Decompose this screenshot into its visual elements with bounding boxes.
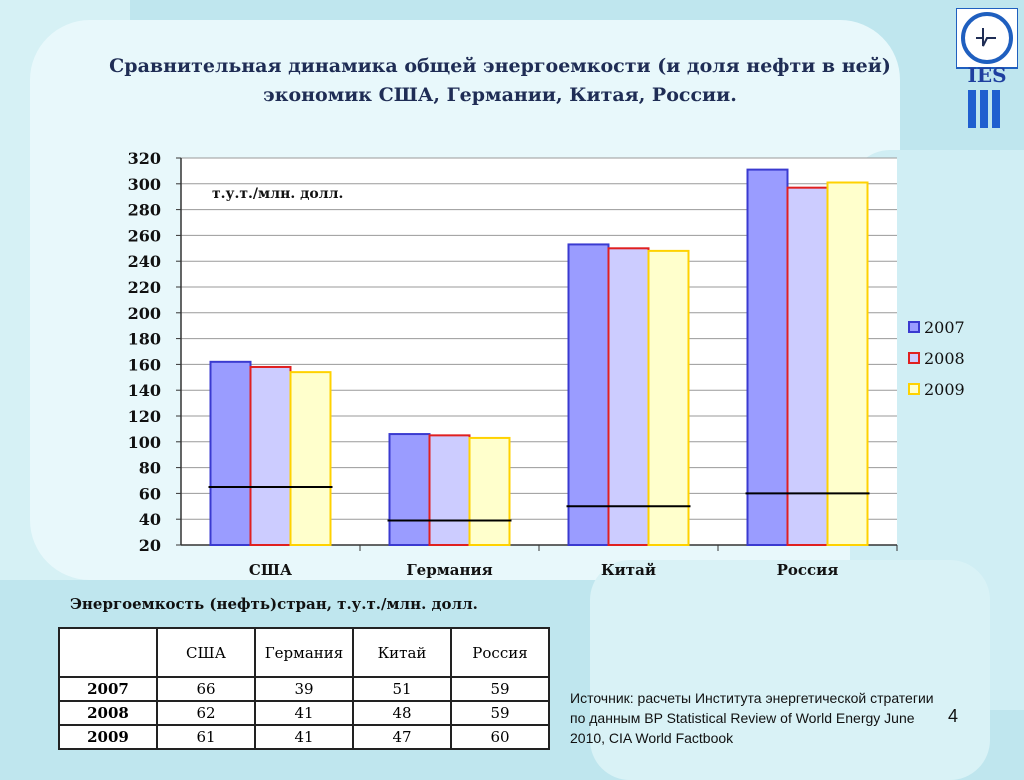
- y-tick-label: 120: [128, 407, 161, 426]
- table-header-usa: США: [156, 627, 256, 678]
- title-line-1: Сравнительная динамика общей энергоемкос…: [109, 55, 891, 77]
- table-cell: 39: [254, 676, 354, 702]
- table-cell: 59: [450, 700, 550, 726]
- table-cell: 60: [450, 724, 550, 750]
- y-tick-label: 280: [128, 201, 161, 220]
- bar-2009: [647, 249, 690, 546]
- table-row: 2009 61 41 47 60: [58, 724, 550, 750]
- y-tick-label: 200: [128, 304, 161, 323]
- y-tick-label: 20: [139, 536, 161, 555]
- y-tick-label: 180: [128, 330, 161, 349]
- bar-2007: [209, 360, 252, 546]
- y-tick-label: 60: [139, 484, 161, 503]
- table-cell: 47: [352, 724, 452, 750]
- bar-2009: [289, 371, 332, 547]
- y-tick-label: 100: [128, 433, 161, 452]
- bar-2008: [786, 186, 829, 546]
- table-header-row: США Германия Китай Россия: [58, 627, 550, 678]
- legend-label-2007: 2007: [924, 318, 965, 337]
- table-header-germany: Германия: [254, 627, 354, 678]
- table-caption: Энергоемкость (нефть)стран, т.у.т./млн. …: [70, 595, 478, 613]
- y-tick-label: 260: [128, 226, 161, 245]
- legend-swatch-2009: [908, 383, 920, 395]
- table-row-label: 2007: [58, 676, 158, 702]
- legend-label-2009: 2009: [924, 380, 965, 399]
- y-tick-label: 140: [128, 381, 161, 400]
- page-number: 4: [948, 706, 959, 726]
- table-cell: 48: [352, 700, 452, 726]
- x-category-label: Китай: [601, 561, 656, 579]
- x-category-label: Россия: [777, 561, 839, 579]
- table-row-label: 2009: [58, 724, 158, 750]
- oil-intensity-table: США Германия Китай Россия 2007 66 39 51 …: [58, 627, 550, 750]
- energy-intensity-chart: 20 40 60 80 100 120 140 160 180 200 220 240 260 280 30…: [128, 149, 965, 579]
- table-cell: 41: [254, 724, 354, 750]
- x-category-label: Германия: [406, 561, 492, 579]
- y-tick-label: 40: [139, 510, 161, 529]
- source-note: Источник: расчеты Института энергетическ…: [570, 690, 934, 746]
- x-category-label: США: [249, 561, 293, 579]
- bar-2008: [607, 247, 650, 547]
- bar-2008: [428, 434, 471, 547]
- table-cell: 59: [450, 676, 550, 702]
- table-row: 2007 66 39 51 59: [58, 676, 550, 702]
- bar-2007: [567, 243, 610, 546]
- unit-label: т.у.т./млн. долл.: [212, 186, 343, 202]
- bar-2009: [826, 181, 869, 546]
- y-tick-label: 240: [128, 252, 161, 271]
- table-cell: 61: [156, 724, 256, 750]
- logo-text: IES: [967, 63, 1006, 87]
- bar-2008: [249, 365, 292, 547]
- title-line-2: экономик США, Германии, Китая, России.: [263, 84, 737, 106]
- ies-logo: IES: [956, 8, 1018, 128]
- table-cell: 51: [352, 676, 452, 702]
- page-title: Сравнительная динамика общей энергоемкос…: [90, 52, 910, 110]
- y-tick-label: 160: [128, 355, 161, 374]
- bar-2009: [468, 436, 511, 546]
- table-cell: 66: [156, 676, 256, 702]
- table-cell: 41: [254, 700, 354, 726]
- y-tick-label: 300: [128, 175, 161, 194]
- legend-swatch-2008: [908, 352, 920, 364]
- table-header-corner: [58, 627, 158, 678]
- table-cell: 62: [156, 700, 256, 726]
- y-tick-label: 220: [128, 278, 161, 297]
- table-header-china: Китай: [352, 627, 452, 678]
- table-row-label: 2008: [58, 700, 158, 726]
- y-tick-label: 320: [128, 149, 161, 168]
- legend-label-2008: 2008: [924, 349, 965, 368]
- table-row: 2008 62 41 48 59: [58, 700, 550, 726]
- legend-swatch-2007: [908, 321, 920, 333]
- bar-2007: [388, 433, 431, 546]
- bar-2007: [746, 168, 789, 547]
- table-header-russia: Россия: [450, 627, 550, 678]
- y-tick-label: 80: [139, 459, 161, 478]
